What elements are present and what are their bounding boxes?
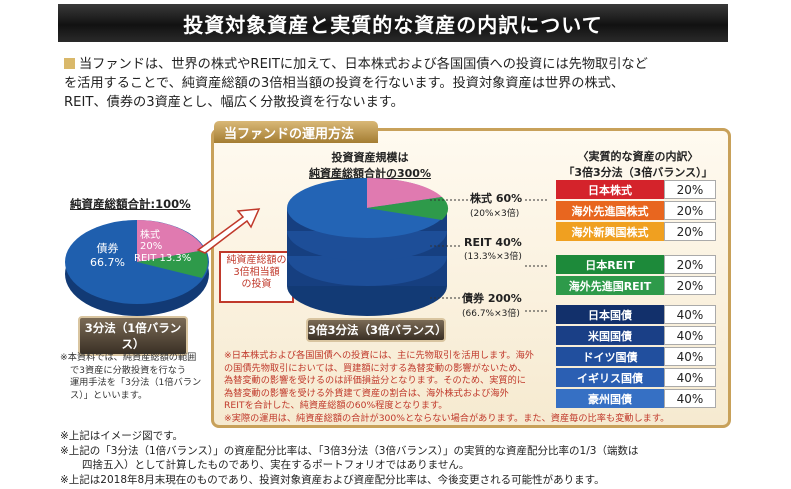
breakdown-header: 〈実質的な資産の内訳〉 「3倍3分法（3倍バランス）」 (563, 150, 713, 179)
left-pie-stock-slice (137, 220, 205, 262)
breakdown-row: 日本株式 20% (556, 180, 716, 199)
breakdown-row: 海外先進国株式 20% (556, 201, 716, 220)
breakdown-row: 海外新興国株式 20% (556, 222, 716, 241)
mid-label-stock: 株式 60% (20%×3倍) (470, 192, 523, 219)
page-title: 投資対象資産と実質的な資産の内訳について (58, 4, 728, 42)
arrow-icon (196, 208, 261, 254)
mid-label-bond: 債券 200% (66.7%×3倍) (462, 292, 522, 319)
red-notes: ※日本株式および各国国債への投資には、主に先物取引を活用します。海外 の国債先物… (224, 350, 670, 424)
breakdown-row: 日本REIT 20% (556, 255, 716, 274)
left-note: ※本資料では、純資産総額の範囲 で3資産に分散投資を行なう 運用手法を「3分法（… (60, 352, 202, 401)
left-pie-badge: 3分法（1倍バランス） (78, 316, 188, 356)
mid-label-reit: REIT 40% (13.3%×3倍) (464, 236, 522, 262)
breakdown-row: 日本国債 40% (556, 305, 716, 324)
breakdown-row: 海外先進国REIT 20% (556, 276, 716, 295)
breakdown-row: ドイツ国債 40% (556, 347, 716, 366)
left-pie-chart (65, 220, 209, 316)
left-pie-title: 純資産総額合計:100% (70, 197, 191, 211)
big-pie-badge: 3倍3分法（3倍バランス） (306, 318, 447, 342)
left-pie-reit-label: REIT 13.3% (134, 253, 192, 264)
panel-tab: 当ファンドの運用方法 (214, 121, 378, 143)
intro-text: 当ファンドは、世界の株式やREITに加えて、日本株式および各国国債への投資には先… (64, 57, 648, 110)
big-pie-chart (287, 177, 449, 316)
big-pie-reit-slice (367, 197, 449, 220)
footer-notes: ※上記はイメージ図です。 ※上記の「3分法（1倍バランス）」の資産配分比率は、「… (60, 430, 639, 486)
left-pie-bond-label: 債券 66.7% (90, 242, 125, 269)
breakdown-row: 米国国債 40% (556, 326, 716, 345)
bullet-square-icon (64, 58, 75, 69)
breakdown-row: 豪州国債 40% (556, 389, 716, 408)
breakdown-row: イギリス国債 40% (556, 368, 716, 387)
left-pie-reit-slice (137, 250, 208, 278)
big-pie-caption: 投資資産規模は 純資産総額合計の300% (309, 151, 431, 180)
connector-lines (430, 199, 548, 312)
big-pie-stock-slice (367, 177, 442, 208)
left-pie-stock-label: 株式 20% (140, 230, 163, 252)
